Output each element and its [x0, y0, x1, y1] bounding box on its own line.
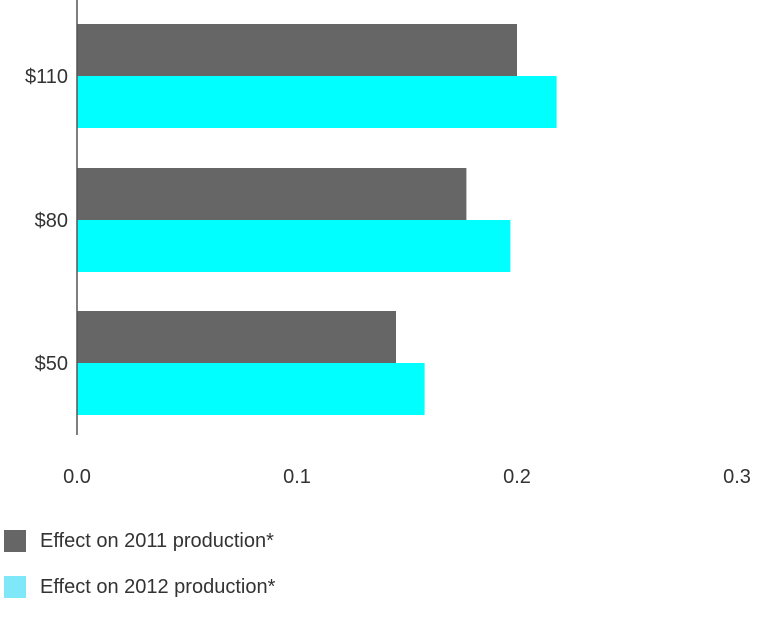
x-tick-label: 0.1 [283, 466, 311, 488]
bar-80-series-1 [77, 168, 467, 220]
bar-110-series-1 [77, 24, 517, 76]
chart: $110 $80 $50 0.0 0.1 0.2 0.3 Effect on 2011 pr… [4, 0, 751, 598]
legend-label-2011: Effect on 2011 production* [40, 529, 274, 552]
legend-label-2012: Effect on 2012 production* [40, 575, 276, 598]
legend-swatch-2012 [4, 576, 26, 598]
x-tick-label: 0.2 [503, 466, 531, 488]
bar-80-series-2 [77, 220, 511, 272]
legend-item-2012: Effect on 2012 production* [4, 574, 275, 600]
x-tick-label: 0.0 [63, 466, 91, 488]
x-tick-label: 0.3 [723, 466, 751, 488]
bar-50-series-1 [77, 311, 396, 363]
legend-item-2011: Effect on 2011 production* [4, 528, 275, 554]
legend: Effect on 2011 production* Effect on 201… [4, 528, 275, 620]
y-tick-label: $50 [35, 353, 68, 375]
bar-110-series-2 [77, 76, 557, 128]
y-tick-label: $110 [25, 66, 68, 88]
bar-chart-plot: $110 $80 $50 0.0 0.1 0.2 0.3 [25, 0, 751, 488]
bar-50-series-2 [77, 363, 425, 415]
legend-swatch-2011 [4, 530, 26, 552]
y-tick-label: $80 [35, 210, 68, 232]
